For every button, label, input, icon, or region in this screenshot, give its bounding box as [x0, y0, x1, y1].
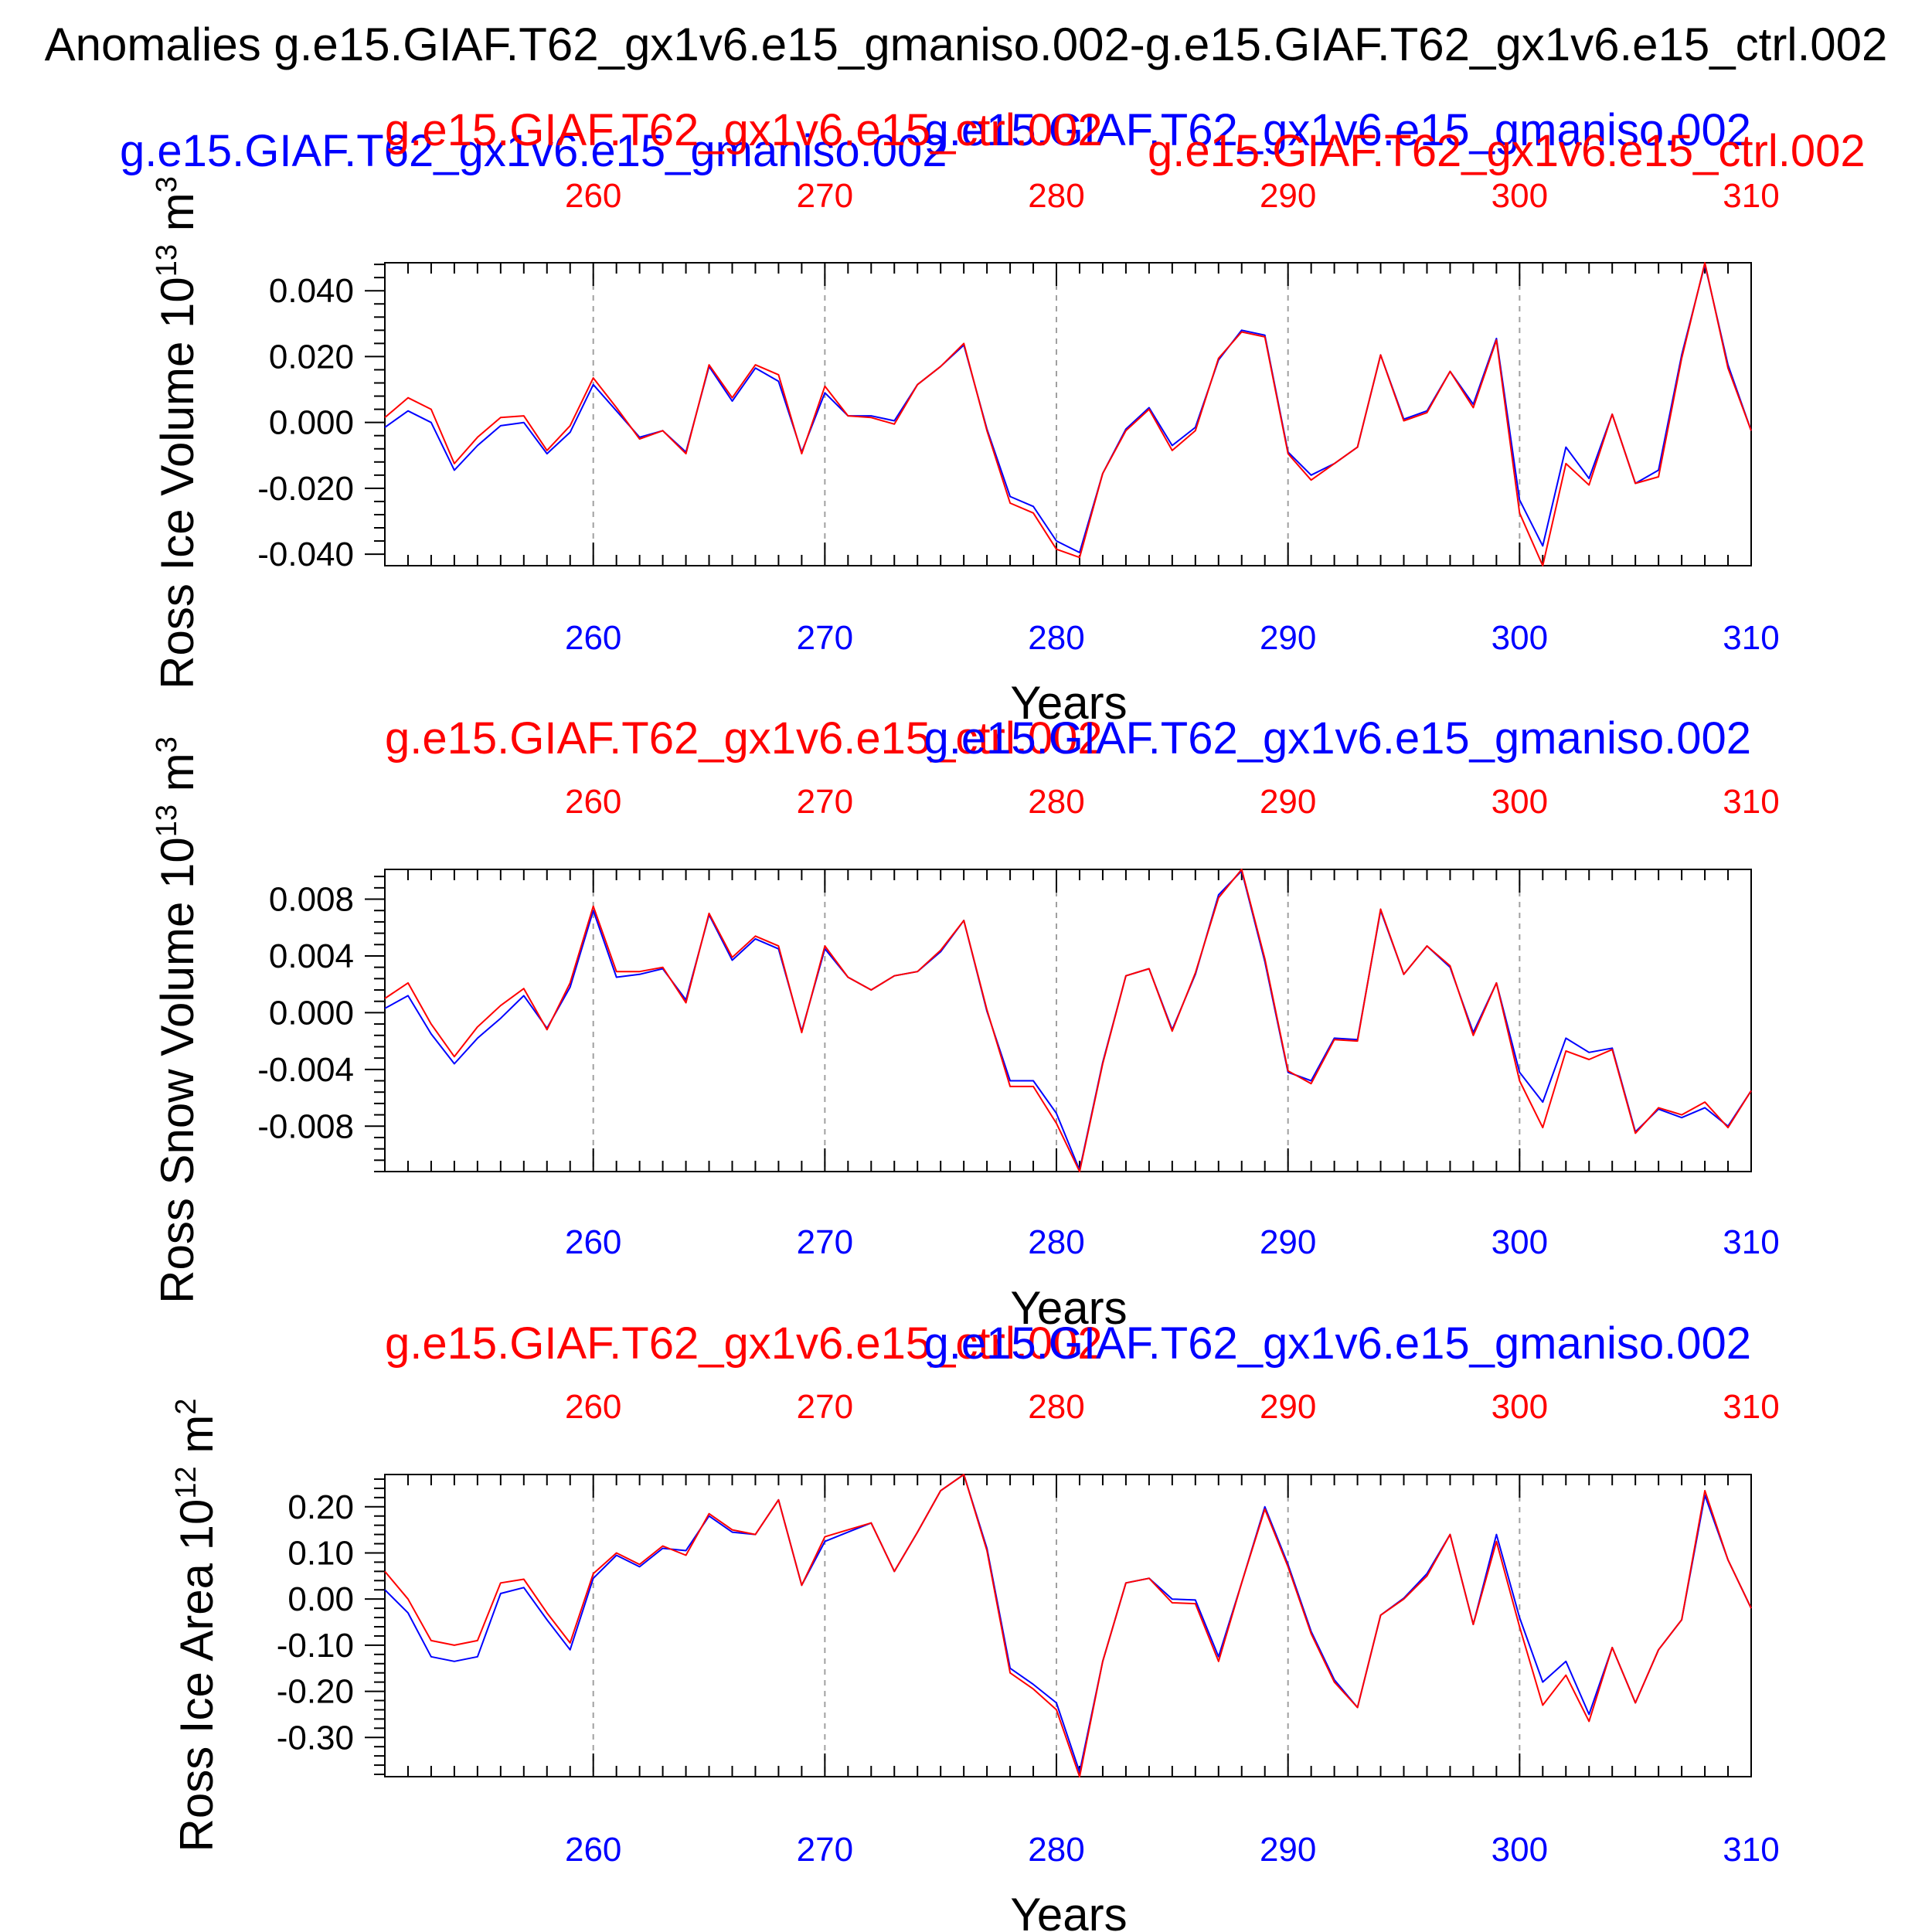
y-tick-label: -0.040 [257, 536, 354, 573]
y-tick-label: 0.10 [287, 1534, 354, 1572]
run-label-gmaniso: g.e15.GIAF.T62_gx1v6.e15_gmaniso.002 [923, 713, 1751, 764]
panel-ross-ice-volume: g.e15.GIAF.T62_gx1v6.e15_gmaniso.002g.e1… [120, 105, 1866, 729]
x-tick-label-top: 270 [797, 177, 853, 215]
figure-title: Anomalies g.e15.GIAF.T62_gx1v6.e15_gmani… [45, 19, 1888, 70]
x-axis-label: Years [1010, 677, 1127, 729]
run-label-gmaniso: g.e15.GIAF.T62_gx1v6.e15_gmaniso.002 [120, 126, 947, 176]
x-tick-label-bottom: 290 [1260, 1831, 1316, 1869]
panel-ross-ice-area: g.e15.GIAF.T62_gx1v6.e15_ctrl.002g.e15.G… [170, 1318, 1780, 1932]
series-line-gmaniso [384, 1474, 1752, 1773]
run-label-ctrl: g.e15.GIAF.T62_gx1v6.e15_ctrl.002 [385, 105, 1103, 155]
y-tick-label: 0.20 [287, 1488, 354, 1526]
plot-frame [384, 869, 1752, 1172]
x-tick-label-top: 300 [1492, 177, 1548, 215]
y-tick-label: 0.020 [269, 338, 354, 376]
y-tick-label: -0.30 [277, 1719, 354, 1757]
y-tick-label: -0.008 [257, 1107, 354, 1145]
x-tick-label-bottom: 270 [797, 1831, 853, 1869]
y-axis-label: Ross Snow Volume 1013 m3 [151, 736, 203, 1304]
y-tick-label: 0.040 [269, 272, 354, 310]
x-tick-label-bottom: 290 [1260, 619, 1316, 657]
x-tick-label-top: 300 [1492, 1388, 1548, 1426]
y-tick-label: 0.000 [269, 404, 354, 442]
series-line-ctrl [384, 262, 1752, 566]
panels: g.e15.GIAF.T62_gx1v6.e15_gmaniso.002g.e1… [120, 105, 1866, 1932]
x-tick-label-top: 290 [1260, 177, 1316, 215]
y-tick-label: 0.008 [269, 881, 354, 919]
run-label-ctrl: g.e15.GIAF.T62_gx1v6.e15_ctrl.002 [385, 1318, 1103, 1369]
y-axis-label-main: Ross Snow Volume 10 [151, 837, 203, 1304]
series-line-ctrl [384, 1474, 1752, 1777]
x-tick-label-top: 310 [1723, 783, 1779, 821]
y-tick-label: -0.20 [277, 1673, 354, 1711]
x-tick-label-bottom: 260 [565, 619, 621, 657]
series-line-gmaniso [384, 869, 1752, 1172]
x-tick-label-top: 260 [565, 177, 621, 215]
x-tick-label-top: 310 [1723, 177, 1779, 215]
x-tick-label-top: 280 [1028, 177, 1084, 215]
panel-ross-snow-volume: g.e15.GIAF.T62_gx1v6.e15_ctrl.002g.e15.G… [151, 713, 1780, 1334]
y-axis-label-main: Ross Ice Volume 10 [151, 277, 203, 689]
series-line-gmaniso [384, 264, 1752, 553]
x-tick-label-bottom: 270 [797, 619, 853, 657]
x-tick-label-bottom: 280 [1028, 619, 1084, 657]
x-tick-label-bottom: 260 [565, 1831, 621, 1869]
x-tick-label-bottom: 290 [1260, 1223, 1316, 1261]
plot-frame [384, 262, 1752, 566]
y-tick-label: 0.000 [269, 994, 354, 1032]
x-tick-label-top: 260 [565, 783, 621, 821]
run-label-gmaniso-top: g.e15.GIAF.T62_gx1v6.e15_gmaniso.002 [923, 105, 1751, 155]
run-label-ctrl: g.e15.GIAF.T62_gx1v6.e15_ctrl.002 [385, 713, 1103, 764]
x-tick-label-bottom: 300 [1492, 1831, 1548, 1869]
y-tick-label: 0.004 [269, 937, 354, 975]
y-axis-label-exponent: 13 [151, 244, 183, 277]
x-tick-label-bottom: 300 [1492, 1223, 1548, 1261]
y-axis-label-main: Ross Ice Area 10 [171, 1499, 223, 1852]
x-tick-label-bottom: 280 [1028, 1223, 1084, 1261]
y-axis-label-unit: m [171, 1415, 223, 1467]
y-axis-label-exponent: 12 [170, 1466, 202, 1498]
x-tick-label-top: 300 [1492, 783, 1548, 821]
y-axis-label-exponent: 13 [151, 804, 183, 837]
y-axis-label: Ross Ice Volume 1013 m3 [151, 176, 203, 689]
x-tick-label-top: 270 [797, 783, 853, 821]
x-tick-label-bottom: 310 [1723, 1223, 1779, 1261]
x-tick-label-bottom: 260 [565, 1223, 621, 1261]
y-tick-label: -0.004 [257, 1051, 354, 1089]
run-label-gmaniso: g.e15.GIAF.T62_gx1v6.e15_gmaniso.002 [923, 1318, 1751, 1369]
series-line-ctrl [384, 869, 1752, 1172]
x-tick-label-top: 310 [1723, 1388, 1779, 1426]
y-axis-label-unit-exponent: 3 [151, 176, 183, 192]
x-axis-label: Years [1010, 1889, 1127, 1932]
y-axis-label-unit-exponent: 3 [151, 736, 183, 753]
x-tick-label-bottom: 270 [797, 1223, 853, 1261]
run-label-ctrl-right: g.e15.GIAF.T62_gx1v6.e15_ctrl.002 [1148, 126, 1866, 176]
y-axis-label-unit-exponent: 2 [170, 1399, 202, 1415]
x-tick-label-bottom: 280 [1028, 1831, 1084, 1869]
x-tick-label-top: 290 [1260, 783, 1316, 821]
x-tick-label-top: 270 [797, 1388, 853, 1426]
plot-frame [384, 1474, 1752, 1777]
x-tick-label-top: 280 [1028, 783, 1084, 821]
x-tick-label-top: 290 [1260, 1388, 1316, 1426]
x-tick-label-bottom: 300 [1492, 619, 1548, 657]
x-tick-label-bottom: 310 [1723, 1831, 1779, 1869]
x-tick-label-bottom: 310 [1723, 619, 1779, 657]
y-axis-label-unit: m [151, 192, 203, 244]
x-tick-label-top: 260 [565, 1388, 621, 1426]
x-tick-label-top: 280 [1028, 1388, 1084, 1426]
y-tick-label: 0.00 [287, 1580, 354, 1618]
y-tick-label: -0.10 [277, 1627, 354, 1665]
y-tick-label: -0.020 [257, 470, 354, 508]
y-axis-label: Ross Ice Area 1012 m2 [170, 1399, 223, 1852]
y-axis-label-unit: m [151, 753, 203, 804]
x-axis-label: Years [1010, 1282, 1127, 1334]
